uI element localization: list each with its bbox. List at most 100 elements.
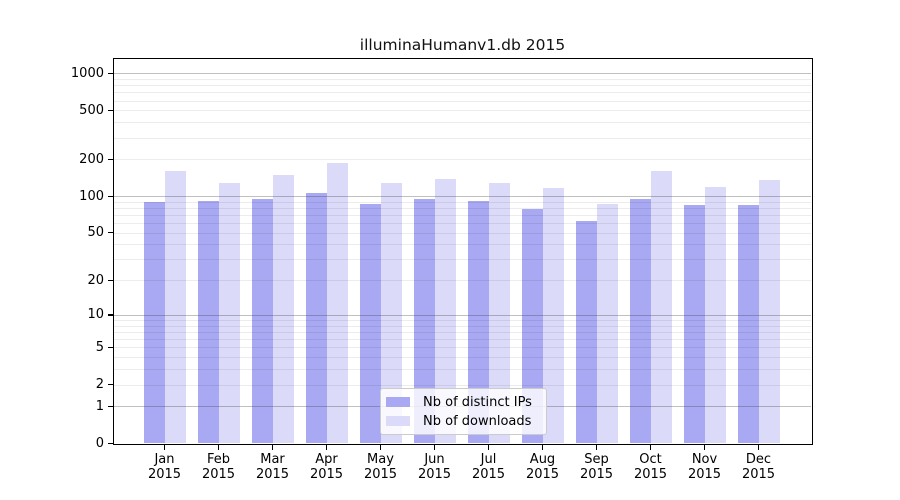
y-tick (107, 158, 113, 160)
bar-distinct-ips (575, 220, 597, 444)
x-tick-month: Nov (691, 451, 718, 467)
x-tick (649, 445, 652, 450)
x-tick-year: 2015 (363, 467, 398, 482)
y-tick-label: 1000 (70, 65, 104, 81)
x-tick (325, 445, 328, 450)
x-tick-label: Sep 2015 (570, 452, 624, 483)
x-tick-month: Dec (745, 451, 772, 467)
x-tick-year: 2015 (741, 467, 776, 482)
bar-distinct-ips (737, 205, 759, 444)
x-tick-month: May (367, 451, 394, 467)
x-tick-year: 2015 (147, 467, 182, 482)
x-tick (541, 445, 544, 450)
x-tick-month: Feb (206, 451, 231, 467)
y-gridline-major (114, 73, 811, 75)
bar-downloads (434, 179, 456, 444)
y-tick-label: 1 (95, 398, 104, 414)
x-tick-label: Jun 2015 (408, 452, 462, 483)
y-gridline-minor (114, 159, 811, 161)
bar-downloads (650, 171, 672, 444)
x-tick (379, 445, 382, 450)
y-tick (107, 195, 113, 197)
x-tick-year: 2015 (687, 467, 722, 482)
bar-distinct-ips (521, 209, 543, 444)
y-gridline-minor (114, 100, 811, 102)
y-tick-label: 5 (95, 339, 104, 355)
y-tick (107, 314, 113, 316)
y-gridline-minor (114, 110, 811, 112)
x-tick-label: Nov 2015 (678, 452, 732, 483)
y-gridline-minor (114, 92, 811, 94)
y-gridline-minor (114, 85, 811, 87)
bar-distinct-ips (143, 201, 165, 444)
y-tick-label: 100 (79, 188, 104, 204)
legend-swatch-icon (386, 416, 410, 426)
y-tick-label: 0 (95, 436, 104, 451)
x-tick (433, 445, 436, 450)
x-tick-year: 2015 (417, 467, 452, 482)
y-tick-label: 500 (79, 102, 104, 118)
legend-label: Nb of downloads (423, 413, 532, 429)
bar-distinct-ips (197, 200, 219, 444)
x-tick-label: May 2015 (354, 452, 408, 483)
y-tick (107, 442, 113, 445)
y-gridline-minor (114, 122, 811, 124)
x-tick-year: 2015 (201, 467, 236, 482)
x-tick-year: 2015 (309, 467, 344, 482)
x-tick (487, 445, 490, 450)
chart-title: illuminaHumanv1.db 2015 (359, 36, 566, 54)
x-tick-year: 2015 (579, 467, 614, 482)
y-tick-label: 2 (95, 377, 104, 393)
x-tick (163, 445, 166, 450)
bar-downloads (326, 162, 348, 444)
bar-distinct-ips (467, 201, 489, 444)
x-tick-label: Jul 2015 (462, 452, 516, 483)
bar-downloads (272, 174, 294, 444)
x-tick-month: Mar (260, 451, 285, 467)
x-tick-month: Jun (424, 451, 445, 467)
x-tick-month: Apr (315, 451, 338, 467)
y-gridline-minor (114, 78, 811, 80)
x-tick-month: Oct (639, 451, 662, 467)
bar-downloads (704, 186, 726, 444)
x-tick-month: Jan (154, 451, 175, 467)
x-tick-year: 2015 (255, 467, 290, 482)
bar-downloads (380, 183, 402, 444)
y-tick (107, 405, 113, 407)
x-tick (757, 445, 760, 450)
bar-distinct-ips (413, 199, 435, 444)
y-tick (107, 384, 113, 386)
bar-downloads (542, 188, 564, 444)
y-tick-label: 10 (87, 307, 104, 323)
x-tick-label: Oct 2015 (624, 452, 678, 483)
x-tick-label: Dec 2015 (732, 452, 786, 483)
x-tick (703, 445, 706, 450)
y-tick-label: 200 (79, 151, 104, 167)
legend-entry: Nb of distinct IPs (386, 395, 546, 410)
x-tick-year: 2015 (471, 467, 506, 482)
x-tick (217, 445, 220, 450)
y-tick (107, 109, 113, 111)
y-tick (107, 346, 113, 349)
x-tick-year: 2015 (633, 467, 668, 482)
x-tick-month: Sep (584, 451, 609, 467)
x-tick-label: Aug 2015 (516, 452, 570, 483)
y-tick (107, 279, 113, 281)
bar-downloads (596, 204, 618, 444)
bar-distinct-ips (683, 204, 705, 444)
bar-downloads (164, 171, 186, 444)
legend-entry: Nb of downloads (386, 414, 546, 429)
y-gridline-minor (114, 137, 811, 139)
x-tick-label: Jan 2015 (138, 452, 192, 483)
x-tick (271, 445, 274, 450)
legend: Nb of distinct IPs Nb of downloads (380, 388, 547, 435)
x-tick-month: Aug (529, 451, 556, 467)
legend-swatch-icon (386, 397, 410, 407)
x-tick (595, 445, 598, 450)
x-tick-label: Feb 2015 (192, 452, 246, 483)
x-tick-year: 2015 (525, 467, 560, 482)
x-tick-label: Apr 2015 (300, 452, 354, 483)
x-tick-month: Jul (480, 451, 497, 467)
bar-downloads (758, 179, 780, 444)
